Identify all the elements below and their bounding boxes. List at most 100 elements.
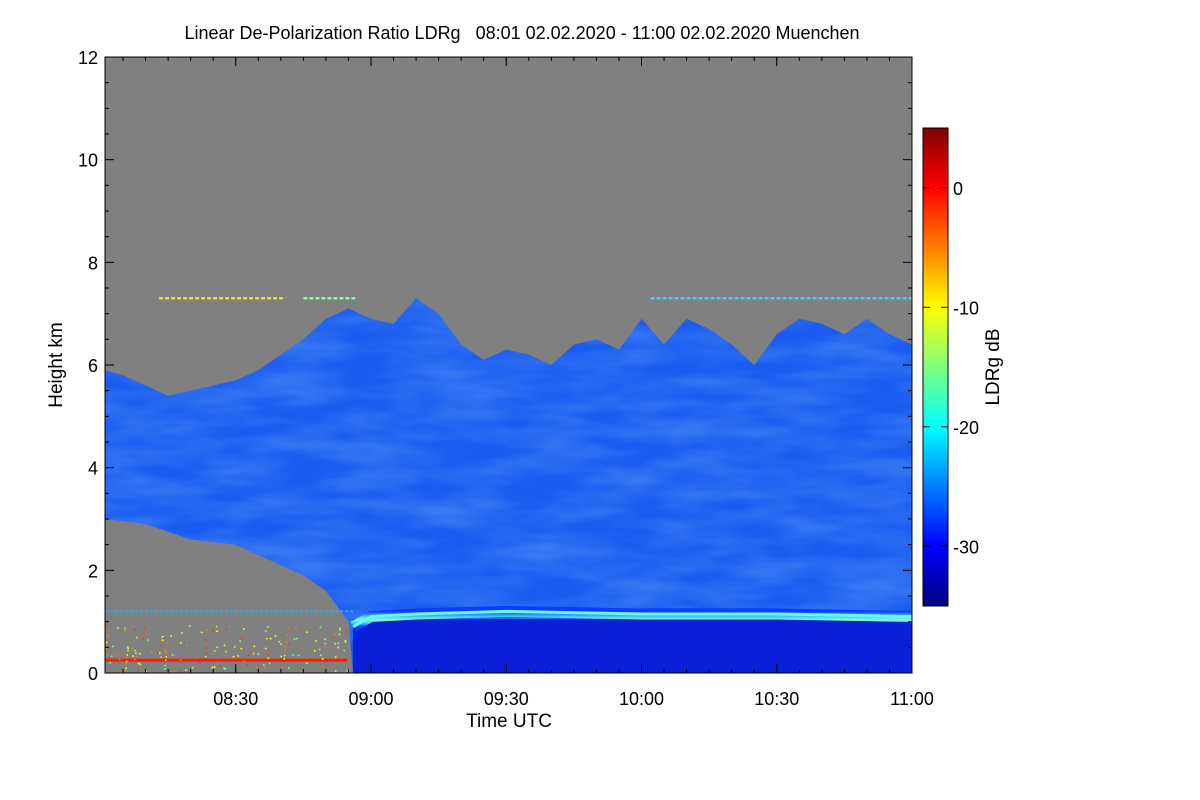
clutter-dot [139, 663, 142, 666]
y-axis: 0 2 4 6 8 10 12 [78, 48, 912, 684]
clutter-dot [297, 654, 300, 657]
clutter-dot [117, 627, 119, 629]
clutter-dot [118, 658, 121, 661]
clutter-dot [161, 639, 164, 641]
clutter-dot [225, 650, 227, 652]
clutter-dot [132, 655, 134, 657]
clutter-dot [295, 628, 298, 630]
y-tick-label: 12 [78, 48, 98, 68]
clutter-dot [343, 649, 346, 652]
clutter-dot [337, 646, 339, 649]
clutter-dot [334, 656, 337, 658]
clutter-dot [164, 664, 166, 667]
clutter-dot [105, 641, 108, 644]
clutter-dot [319, 654, 322, 657]
clutter-dot [242, 660, 245, 663]
y-tick-label: 6 [88, 356, 98, 376]
clutter-dot [338, 633, 341, 636]
clutter-dot [346, 669, 349, 672]
clutter-dot [159, 644, 162, 646]
clutter-dot [293, 638, 296, 640]
clutter-dot [211, 666, 214, 669]
clutter-dot [217, 663, 219, 665]
clutter-dot [321, 658, 324, 660]
clutter-dot [264, 630, 267, 632]
clutter-dot [126, 654, 129, 656]
clutter-dot [134, 628, 136, 631]
clutter-dot [173, 670, 176, 672]
clutter-dot [142, 637, 144, 640]
x-tick-label: 09:00 [348, 689, 393, 709]
clutter-dot [165, 656, 167, 658]
clutter-dot [237, 655, 239, 657]
clutter-dot [214, 650, 216, 652]
clutter-dot [334, 642, 337, 645]
clutter-dot [284, 646, 287, 648]
clutter-dot [334, 670, 337, 672]
colorbar-tick-label: -30 [953, 537, 979, 557]
clutter-dot [105, 625, 108, 627]
y-tick-label: 10 [78, 151, 98, 171]
clutter-dot [324, 646, 326, 648]
clutter-dot [344, 640, 347, 642]
colorbar [922, 127, 949, 607]
clutter-dot [296, 637, 298, 640]
clutter-dot [232, 655, 235, 658]
clutter-dot [266, 637, 268, 640]
clutter-dot [252, 652, 255, 655]
clutter-dot [131, 648, 133, 650]
clutter-dot [314, 650, 316, 652]
clutter-dot [164, 668, 166, 670]
clutter-dot [246, 664, 249, 666]
clutter-dot [162, 636, 164, 638]
clutter-dot [134, 649, 136, 652]
y-tick-label: 2 [88, 561, 98, 581]
clutter-dot [124, 669, 127, 672]
clutter-dot [274, 635, 277, 637]
clutter-dot [135, 652, 137, 654]
clutter-dot [322, 665, 325, 668]
clutter-dot [318, 648, 321, 651]
clutter-dot [256, 666, 258, 668]
chart-title: Linear De-Polarization Ratio LDRg 08:01 … [184, 23, 859, 43]
clutter-dot [247, 654, 250, 657]
clutter-dot [106, 653, 109, 656]
clutter-dot [185, 669, 187, 671]
x-axis-label: Time UTC [466, 711, 552, 732]
clutter-dot [242, 628, 245, 630]
clutter-dot [214, 666, 216, 668]
clutter-dot [315, 640, 317, 642]
clutter-dot [339, 627, 341, 630]
clutter-dot [112, 645, 114, 648]
clutter-dot [305, 662, 308, 664]
clutter-dot [278, 640, 281, 643]
colorbar-tick-label: 0 [953, 179, 963, 199]
clutter-dot [105, 647, 107, 650]
clutter-dot [204, 656, 207, 658]
clutter-dot [110, 655, 113, 658]
y-tick-label: 4 [88, 459, 98, 479]
colorbar-tick-label: -10 [953, 298, 979, 318]
clutter-dot [127, 649, 129, 652]
clutter-dot [337, 642, 340, 644]
clutter-dot [181, 632, 183, 634]
clutter-dot [267, 657, 270, 660]
clutter-dot [225, 628, 228, 631]
y-tick-label: 0 [88, 664, 98, 684]
clutter-dot [205, 647, 208, 649]
clutter-dot [165, 651, 168, 654]
clutter-dot [288, 667, 290, 669]
low-level-noise [105, 625, 349, 672]
clutter-dot [204, 639, 207, 641]
clutter-dot [286, 634, 289, 636]
clutter-dot [267, 626, 269, 628]
clutter-dot [125, 660, 128, 663]
clutter-dot [124, 627, 126, 630]
clutter-dot [333, 633, 336, 635]
clutter-dot [215, 630, 217, 632]
clutter-dot [284, 649, 286, 651]
clutter-dot [250, 651, 253, 654]
clutter-dot [216, 630, 218, 632]
clutter-dot [283, 654, 286, 657]
clutter-dot [160, 656, 162, 659]
